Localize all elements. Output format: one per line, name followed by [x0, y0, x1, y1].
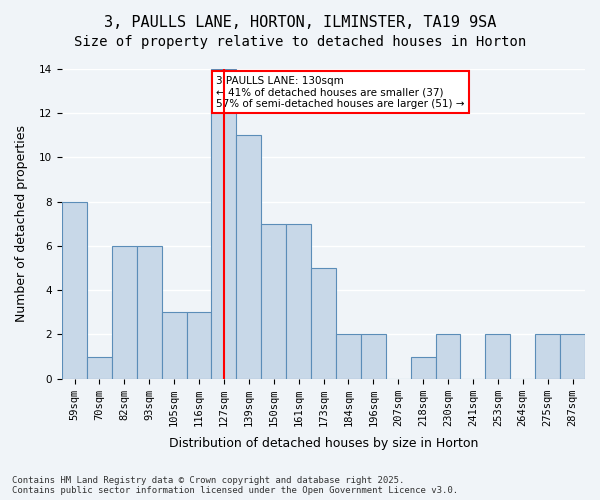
Bar — [560, 334, 585, 378]
Bar — [137, 246, 161, 378]
Text: 3 PAULLS LANE: 130sqm
← 41% of detached houses are smaller (37)
57% of semi-deta: 3 PAULLS LANE: 130sqm ← 41% of detached … — [217, 76, 465, 109]
Bar — [535, 334, 560, 378]
Bar — [485, 334, 510, 378]
Bar — [286, 224, 311, 378]
Bar — [261, 224, 286, 378]
Bar — [336, 334, 361, 378]
Bar — [361, 334, 386, 378]
Bar — [311, 268, 336, 378]
X-axis label: Distribution of detached houses by size in Horton: Distribution of detached houses by size … — [169, 437, 478, 450]
Y-axis label: Number of detached properties: Number of detached properties — [15, 126, 28, 322]
Bar — [211, 69, 236, 378]
Bar — [62, 202, 87, 378]
Bar — [187, 312, 211, 378]
Text: Contains HM Land Registry data © Crown copyright and database right 2025.
Contai: Contains HM Land Registry data © Crown c… — [12, 476, 458, 495]
Bar — [161, 312, 187, 378]
Bar — [112, 246, 137, 378]
Text: Size of property relative to detached houses in Horton: Size of property relative to detached ho… — [74, 35, 526, 49]
Bar — [236, 136, 261, 378]
Bar — [436, 334, 460, 378]
Bar — [410, 356, 436, 378]
Text: 3, PAULLS LANE, HORTON, ILMINSTER, TA19 9SA: 3, PAULLS LANE, HORTON, ILMINSTER, TA19 … — [104, 15, 496, 30]
Bar — [87, 356, 112, 378]
